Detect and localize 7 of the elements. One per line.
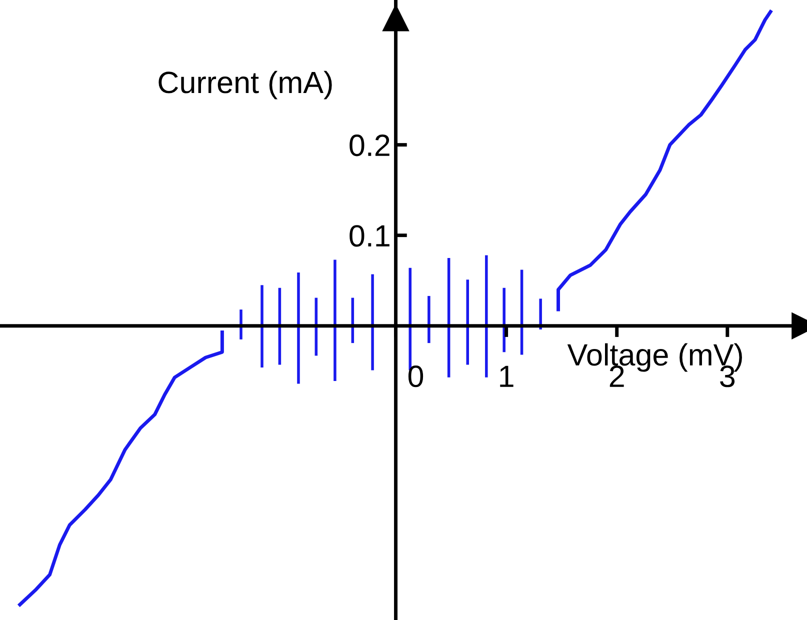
x-tick-label: 1 <box>500 366 514 387</box>
line-series <box>556 10 772 312</box>
line-series <box>18 330 224 606</box>
y-tick-label: 0.1 <box>350 225 390 247</box>
x-tick-label: 0 <box>408 366 424 388</box>
y-tick-label: 0.2 <box>350 134 390 156</box>
y-axis-title: Current (mA) <box>158 70 332 100</box>
